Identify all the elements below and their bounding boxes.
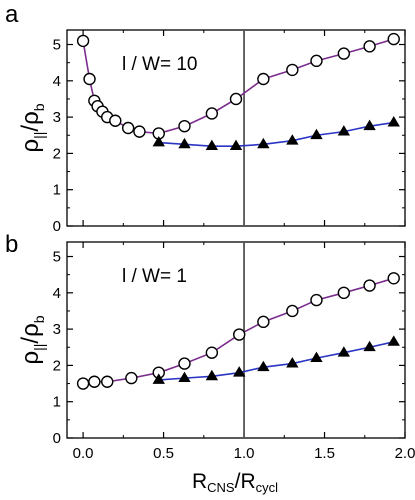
y-tick-label: 5 bbox=[53, 37, 61, 54]
circle-point bbox=[76, 377, 90, 390]
y-tick-label: 0 bbox=[53, 218, 61, 235]
triangle-point bbox=[178, 371, 191, 383]
circle-point bbox=[133, 125, 146, 138]
panel-a-y-axis-label: ρ||/ρb bbox=[17, 103, 47, 152]
panel-b-x-ticks: 0.0 0.5 1.0 1.5 2.0 bbox=[73, 242, 415, 462]
triangle-point bbox=[337, 346, 351, 357]
circle-point bbox=[178, 357, 191, 370]
circle-point bbox=[363, 40, 376, 53]
x-tick-label: 1.5 bbox=[314, 445, 335, 462]
circle-point bbox=[310, 293, 323, 307]
circle-point bbox=[205, 107, 219, 120]
triangle-point bbox=[363, 340, 376, 352]
x-tick-label: 0.0 bbox=[73, 445, 94, 462]
y-tick-label: 4 bbox=[53, 73, 61, 90]
y-tick-label: 5 bbox=[53, 249, 61, 266]
panel-a-y-ticks: 0 1 2 3 4 5 bbox=[53, 37, 405, 235]
circle-point bbox=[363, 279, 376, 292]
circle-point bbox=[337, 47, 351, 60]
series-line bbox=[158, 341, 394, 381]
x-tick-label: 2.0 bbox=[395, 445, 415, 462]
circle-point bbox=[286, 304, 299, 318]
triangle-point bbox=[233, 366, 246, 377]
triangle-point bbox=[257, 360, 270, 372]
panel-b-series bbox=[76, 272, 400, 390]
panel-a-label: a bbox=[5, 1, 19, 28]
circle-point bbox=[121, 121, 135, 135]
panel-a: a 0 1 2 3 4 5 l / W= 10 ρ||/ρb bbox=[5, 1, 406, 235]
panel-b: b 0 1 2 3 4 5 0.0 0.5 1.0 1.5 2.0 l / W= 1 ρ||/ρb… bbox=[5, 231, 415, 495]
y-tick-label: 2 bbox=[53, 145, 61, 162]
triangle-point bbox=[257, 137, 270, 149]
circle-point bbox=[310, 54, 323, 68]
triangle-point bbox=[337, 125, 351, 136]
x-tick-label: 1.0 bbox=[234, 445, 255, 462]
y-tick-label: 1 bbox=[53, 394, 61, 411]
series-line bbox=[158, 121, 394, 147]
circle-point bbox=[257, 72, 270, 86]
circle-point bbox=[76, 34, 90, 48]
panel-a-annotation: l / W= 10 bbox=[122, 54, 198, 75]
y-tick-label: 4 bbox=[53, 285, 61, 302]
triangle-point bbox=[178, 137, 191, 149]
y-tick-label: 1 bbox=[53, 182, 61, 199]
panel-b-y-axis-label: ρ||/ρb bbox=[17, 315, 47, 364]
panel-b-annotation: l / W= 1 bbox=[122, 266, 187, 287]
panel-b-y-ticks: 0 1 2 3 4 5 bbox=[53, 249, 405, 447]
circle-point bbox=[125, 371, 138, 385]
triangle-point bbox=[286, 357, 299, 368]
y-tick-label: 0 bbox=[53, 430, 61, 447]
y-tick-label: 2 bbox=[53, 357, 61, 374]
triangle-point bbox=[286, 134, 299, 145]
triangle-point bbox=[310, 128, 323, 140]
triangle-point bbox=[205, 139, 219, 151]
panel-a-frame bbox=[66, 29, 406, 227]
triangle-point bbox=[205, 369, 219, 381]
x-axis-label: RCNS/Rcycl bbox=[192, 470, 278, 495]
circle-point bbox=[337, 286, 351, 300]
circle-point bbox=[205, 346, 219, 359]
circle-point bbox=[83, 72, 96, 86]
circle-point bbox=[286, 63, 299, 77]
circle-point bbox=[387, 272, 400, 285]
x-tick-label: 0.5 bbox=[153, 445, 174, 462]
circle-point bbox=[387, 32, 400, 46]
y-tick-label: 3 bbox=[53, 321, 61, 338]
circle-point bbox=[229, 92, 243, 106]
panel-b-label: b bbox=[5, 231, 18, 258]
triangle-point bbox=[152, 136, 165, 147]
triangle-point bbox=[310, 351, 323, 363]
panel-a-series bbox=[76, 32, 400, 151]
triangle-point bbox=[229, 139, 243, 151]
circle-point bbox=[88, 375, 101, 388]
circle-point bbox=[101, 375, 114, 388]
panel-b-frame bbox=[66, 241, 406, 439]
circle-point bbox=[257, 315, 270, 329]
y-tick-label: 3 bbox=[53, 109, 61, 126]
circle-point bbox=[233, 328, 246, 341]
triangle-point bbox=[387, 335, 400, 346]
triangle-point bbox=[387, 116, 400, 127]
triangle-point bbox=[363, 119, 376, 131]
circle-point bbox=[178, 119, 191, 133]
circle-point bbox=[109, 114, 122, 127]
triangle-point bbox=[152, 373, 165, 384]
